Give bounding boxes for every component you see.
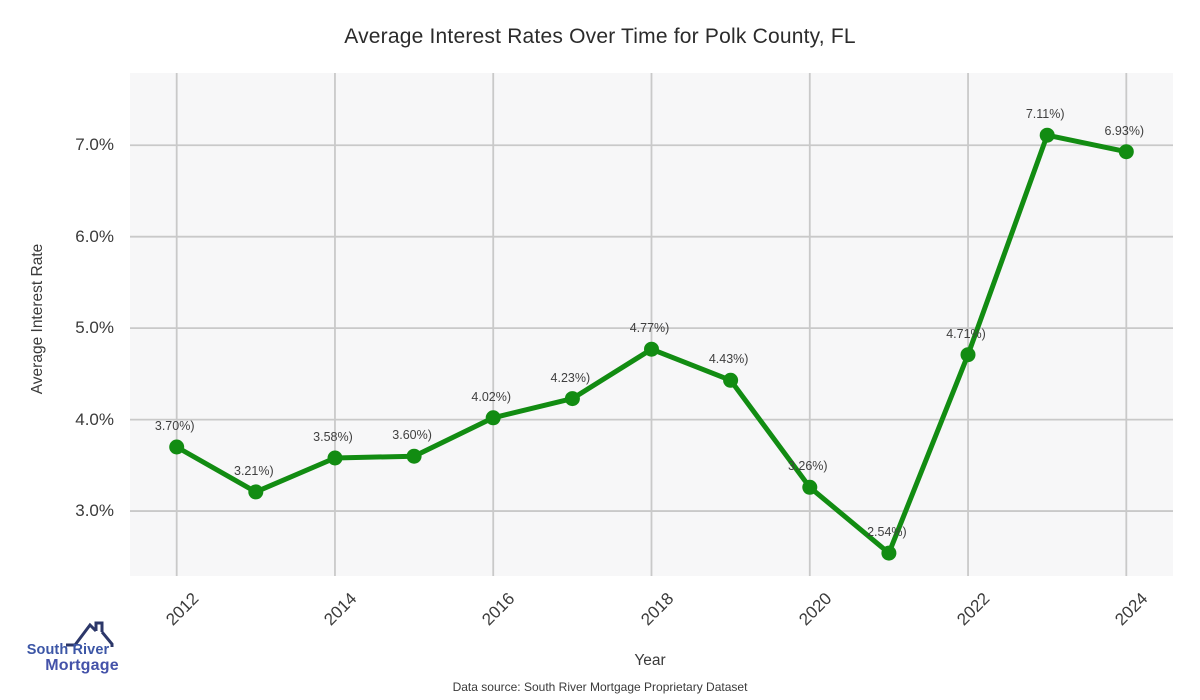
data-point-marker <box>881 545 897 561</box>
y-tick-label: 3.0% <box>75 501 114 521</box>
point-value-label: 7.11%) <box>1025 107 1065 122</box>
x-axis-title: Year <box>634 652 666 669</box>
y-tick-label: 6.0% <box>75 226 114 246</box>
point-value-label: 3.26%) <box>787 459 828 474</box>
data-point-marker <box>406 448 422 464</box>
y-tick-label: 7.0% <box>75 135 114 155</box>
house-roof-icon <box>66 621 114 647</box>
data-point-marker <box>327 450 343 466</box>
data-point-marker <box>169 439 185 455</box>
y-tick-label: 5.0% <box>75 318 114 338</box>
data-point-marker <box>248 484 264 500</box>
point-value-label: 4.77%) <box>629 321 670 336</box>
point-value-label: 3.70%) <box>154 419 195 434</box>
y-axis-title: Average Interest Rate <box>29 243 46 395</box>
chart-title: Average Interest Rates Over Time for Pol… <box>344 25 856 48</box>
data-point-marker <box>723 372 739 388</box>
point-value-label: 2.54%) <box>867 525 907 540</box>
data-point-marker <box>644 341 659 357</box>
point-value-label: 4.43%) <box>708 352 749 367</box>
data-point-marker <box>485 410 501 426</box>
data-point-marker <box>802 479 818 495</box>
point-value-label: 4.71%) <box>946 326 986 341</box>
point-value-label: 3.58%) <box>313 430 353 445</box>
point-value-label: 6.93%) <box>1104 123 1145 138</box>
data-point-marker <box>960 347 976 363</box>
y-tick-label: 4.0% <box>75 409 114 429</box>
point-value-label: 3.21%) <box>234 463 274 478</box>
logo-text-mortgage: Mortgage <box>45 657 119 674</box>
point-value-label: 3.60%) <box>392 428 432 443</box>
data-point-marker <box>564 391 580 407</box>
data-source-note: Data source: South River Mortgage Propri… <box>452 680 748 694</box>
data-point-marker <box>1118 144 1134 160</box>
data-point-marker <box>1039 127 1055 143</box>
point-value-label: 4.23%) <box>550 370 591 385</box>
logo-text-south-river: South River <box>26 642 110 658</box>
south-river-mortgage-logo: South River Mortgage <box>20 614 120 684</box>
point-value-label: 4.02%) <box>471 389 512 404</box>
